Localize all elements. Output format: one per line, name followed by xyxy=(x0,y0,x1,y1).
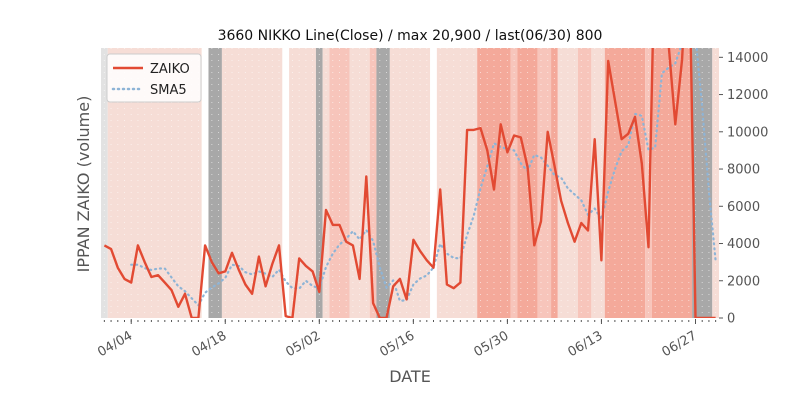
background-band-21 xyxy=(557,48,578,318)
y-tick-label: 2000 xyxy=(727,274,760,289)
y-tick-label: 12000 xyxy=(727,88,768,103)
legend-label-sma5: SMA5 xyxy=(150,83,187,98)
x-tick-label: 04/18 xyxy=(189,328,229,360)
x-axis: 04/04 04/18 05/02 05/16 05/30 06/13 06/27 xyxy=(95,319,717,360)
background-band-9 xyxy=(329,48,350,318)
background-band-2 xyxy=(201,48,209,318)
background-band-14 xyxy=(430,48,437,318)
x-tick-label: 04/04 xyxy=(95,328,135,360)
background-band-7 xyxy=(315,48,323,318)
y-axis-label: IPPAN ZAIKO (volume) xyxy=(74,96,93,273)
background-band-20 xyxy=(551,48,558,318)
background-band-17 xyxy=(510,48,518,318)
x-tick-label: 05/30 xyxy=(471,328,511,360)
y-axis: 0 2000 4000 6000 8000 10000 12000 14000 xyxy=(719,51,768,327)
x-tick-label: 05/02 xyxy=(283,328,323,360)
legend-label-zaiko: ZAIKO xyxy=(150,62,190,77)
background-band-11 xyxy=(369,48,377,318)
x-axis-label: DATE xyxy=(389,367,431,386)
y-tick-label: 10000 xyxy=(727,125,768,140)
series-line-sma5 xyxy=(130,48,717,307)
background-band-27 xyxy=(692,48,713,318)
background-band-5 xyxy=(282,48,290,318)
y-tick-label: 6000 xyxy=(727,200,760,215)
background-band-3 xyxy=(208,48,222,318)
background-band-18 xyxy=(517,48,538,318)
background-band-22 xyxy=(577,48,592,318)
series-line-zaiko xyxy=(103,48,716,318)
y-tick-label: 0 xyxy=(727,312,735,327)
background-band-6 xyxy=(289,48,316,318)
background-band-4 xyxy=(221,48,283,318)
x-tick-label: 06/13 xyxy=(565,328,605,360)
x-tick-label: 05/16 xyxy=(377,328,417,360)
y-tick-label: 4000 xyxy=(727,237,760,252)
background-band-8 xyxy=(322,48,330,318)
background-band-12 xyxy=(376,48,390,318)
background-band-25 xyxy=(645,48,652,318)
series-lines xyxy=(103,48,717,318)
x-tick-label: 06/27 xyxy=(660,328,700,360)
background-band-28 xyxy=(712,48,719,318)
y-tick-label: 14000 xyxy=(727,51,768,66)
background-band-15 xyxy=(436,48,478,318)
background-band-0 xyxy=(101,48,108,318)
chart-title: 3660 NIKKO Line(Close) / max 20,900 / la… xyxy=(218,28,603,44)
y-tick-label: 8000 xyxy=(727,163,760,178)
legend: ZAIKO SMA5 xyxy=(106,53,202,103)
legend-box xyxy=(106,53,202,103)
